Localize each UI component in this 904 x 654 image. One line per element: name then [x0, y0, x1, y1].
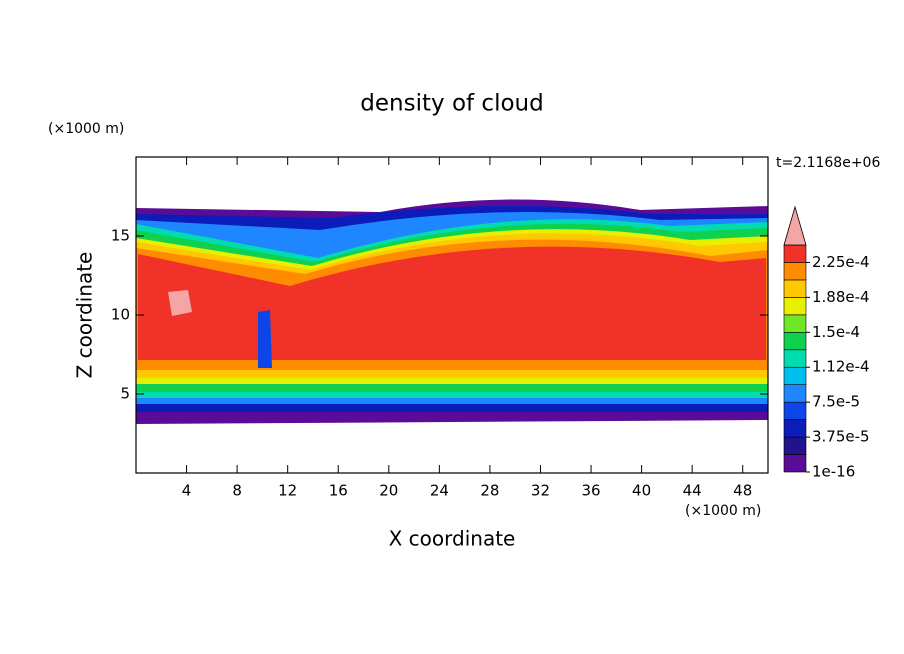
- y-tick-label: 5: [120, 385, 130, 403]
- x-tick-label: 32: [531, 482, 550, 500]
- x-tick-label: 16: [329, 482, 348, 500]
- y-axis-title: Z coordinate: [73, 252, 97, 379]
- x-tick-label: 12: [278, 482, 297, 500]
- colorbar-label: 1.5e-4: [812, 323, 860, 341]
- colorbar-band: [783, 279, 807, 298]
- x-tick-label: 24: [430, 482, 449, 500]
- colorbar-over: [783, 205, 807, 246]
- x-unit: (×1000 m): [685, 503, 761, 519]
- contour-field: [136, 199, 768, 424]
- colorbar-label: 2.25e-4: [812, 253, 870, 271]
- chart-title: density of cloud: [360, 91, 543, 117]
- colorbar-band: [783, 384, 807, 403]
- colorbar-band: [783, 244, 807, 263]
- colorbar-band: [783, 401, 807, 420]
- colorbar-band: [783, 262, 807, 281]
- x-tick-label: 28: [480, 482, 499, 500]
- colorbar-band: [783, 349, 807, 368]
- colorbar-band: [783, 436, 807, 455]
- colorbar-label: 1e-16: [812, 463, 855, 481]
- time-label: t=2.1168e+06: [776, 155, 880, 171]
- y-unit: (×1000 m): [48, 121, 124, 137]
- colorbar-label: 1.12e-4: [812, 358, 870, 376]
- y-tick-label: 10: [111, 306, 130, 324]
- colorbar-band: [783, 366, 807, 385]
- colorbar-band: [783, 332, 807, 351]
- x-tick-label: 8: [232, 482, 242, 500]
- colorbar-band: [783, 454, 807, 473]
- x-tick-label: 4: [182, 482, 192, 500]
- colorbar-band: [783, 297, 807, 316]
- x-axis-title: X coordinate: [389, 527, 516, 551]
- colorbar-label: 1.88e-4: [812, 288, 870, 306]
- x-tick-label: 20: [379, 482, 398, 500]
- colorbar-band: [783, 419, 807, 438]
- colorbar-label: 7.5e-5: [812, 393, 860, 411]
- colorbar-label: 3.75e-5: [812, 428, 870, 446]
- x-tick-label: 44: [683, 482, 702, 500]
- x-tick-label: 36: [581, 482, 600, 500]
- x-tick-label: 48: [733, 482, 752, 500]
- x-tick-label: 40: [632, 482, 651, 500]
- y-tick-label: 15: [111, 227, 130, 245]
- colorbar-band: [783, 314, 807, 333]
